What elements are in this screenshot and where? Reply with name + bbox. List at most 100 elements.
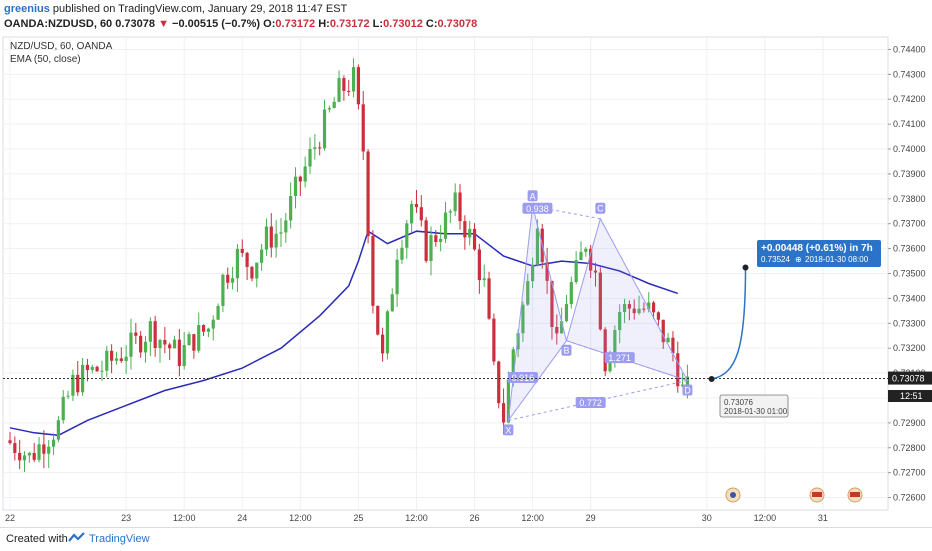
candle-body <box>47 446 51 454</box>
candle-body <box>545 262 549 281</box>
candle-body <box>458 192 462 222</box>
price-chart[interactable]: X A B C D 0.938 0.916 1.271 0.772 0.72600 0.72700… <box>0 0 932 527</box>
candle-body <box>269 226 273 248</box>
candle-body <box>201 325 206 332</box>
candle-body <box>661 319 665 343</box>
candle-body <box>424 220 428 261</box>
chart-header: greenius published on TradingView.com, J… <box>0 0 932 36</box>
candle-body <box>434 235 438 243</box>
candle-body <box>589 248 593 271</box>
candle-body <box>472 228 477 250</box>
candle-body <box>206 328 210 332</box>
candle-body <box>114 358 119 361</box>
candle-body <box>492 318 496 362</box>
x-tick-label: 31 <box>818 513 828 523</box>
y-tick-label: 0.72900 <box>893 418 926 428</box>
event-markers[interactable] <box>725 487 863 503</box>
forecast-start-box <box>719 394 789 418</box>
pattern-point-badge[interactable] <box>503 424 514 436</box>
harmonic-pattern[interactable]: X A B C D 0.938 0.916 1.271 0.772 <box>503 190 693 436</box>
candle-body <box>482 278 486 281</box>
candle-body <box>197 325 201 351</box>
candle-body <box>177 339 181 366</box>
price-tags: 0.73078 12:51 <box>888 371 932 402</box>
y-tick-label: 0.73200 <box>893 343 926 353</box>
candle-body <box>211 319 215 329</box>
candle-body <box>32 453 36 460</box>
forecast-annotation[interactable]: +0.00448 (+0.61%) in 7h 0.73524 ⊕ 2018-0… <box>708 240 881 418</box>
y-tick-label: 0.72600 <box>893 493 926 503</box>
forecast-start-dot[interactable] <box>708 376 715 383</box>
candle-body <box>356 67 360 105</box>
close-value: 0.73078 <box>437 18 478 30</box>
pattern-point-badge[interactable] <box>682 384 693 396</box>
y-tick-label: 0.74400 <box>893 44 926 54</box>
candle-body <box>37 444 41 460</box>
candle-body <box>351 67 356 92</box>
candle-body <box>555 327 559 334</box>
forecast-title: +0.00448 (+0.61%) in 7h <box>761 243 873 254</box>
last-price: 0.73078 <box>115 18 156 30</box>
tradingview-brand[interactable]: TradingView <box>89 533 150 545</box>
candle-body <box>143 341 148 353</box>
pattern-ratio-label: 0.772 <box>579 398 602 408</box>
candle-body <box>240 248 244 253</box>
candle-body <box>579 251 583 261</box>
candle-body <box>400 247 404 260</box>
pattern-ratio-label: 1.271 <box>608 353 631 363</box>
close-label: C: <box>425 18 438 30</box>
low-label: L: <box>372 18 384 30</box>
candle-body <box>574 260 578 283</box>
time-axis[interactable]: 22 23 12:00 24 12:00 25 12:00 26 12:00 29 30 12:00 3… <box>3 509 888 523</box>
published-text: published on TradingView.com, January 29… <box>52 3 348 15</box>
candle-body <box>647 302 651 310</box>
candle-body <box>110 350 114 361</box>
candle-body <box>148 321 152 342</box>
pattern-ratio-badge <box>604 352 635 364</box>
forecast-end-dot[interactable] <box>742 264 749 271</box>
flag-icon <box>850 492 860 497</box>
candle-body <box>182 345 186 366</box>
candle-body <box>71 374 75 396</box>
candle-body <box>618 312 622 331</box>
candle-body <box>598 272 602 330</box>
high-label: H: <box>318 18 330 30</box>
footer: Created with TradingView <box>0 527 932 551</box>
candle-body <box>477 249 481 281</box>
candle-body <box>376 305 380 335</box>
candle-body <box>255 262 259 279</box>
forecast-box <box>757 240 881 267</box>
candle-body <box>221 274 225 306</box>
forecast-curve <box>711 267 747 380</box>
candle-body <box>448 211 452 213</box>
x-tick-label: 29 <box>586 513 596 523</box>
forecast-clock-icon: ⊕ <box>795 255 802 264</box>
x-tick-label: 24 <box>237 513 247 523</box>
candle-body <box>671 337 675 354</box>
candle-body <box>439 238 443 243</box>
candle-body <box>681 384 685 387</box>
candle-body <box>216 305 220 320</box>
candle-body <box>279 232 283 234</box>
grid-lines <box>3 37 888 510</box>
pattern-point-badge[interactable] <box>527 190 538 202</box>
pattern-point-badge[interactable] <box>561 344 572 356</box>
candle-body <box>361 104 365 152</box>
pattern-ratio-label: 0.916 <box>512 373 535 383</box>
x-tick-label: 12:00 <box>173 513 196 523</box>
candle-body <box>192 334 196 351</box>
y-tick-label: 0.73800 <box>893 194 926 204</box>
author-link[interactable]: greenius <box>4 3 50 15</box>
candle-body <box>76 374 80 393</box>
candle-body <box>468 228 472 238</box>
legend-ema: EMA (50, close) <box>10 54 81 65</box>
candle-body <box>168 344 172 349</box>
candle-body <box>622 304 627 313</box>
pattern-point-badge[interactable] <box>595 202 606 214</box>
candle-body <box>264 226 269 250</box>
y-tick-label: 0.73400 <box>893 293 926 303</box>
price-axis[interactable]: 0.726000.727000.728000.729000.730000.731… <box>888 44 926 503</box>
y-tick-label: 0.73600 <box>893 244 926 254</box>
candle-body <box>139 335 143 353</box>
candle-body <box>66 395 70 397</box>
